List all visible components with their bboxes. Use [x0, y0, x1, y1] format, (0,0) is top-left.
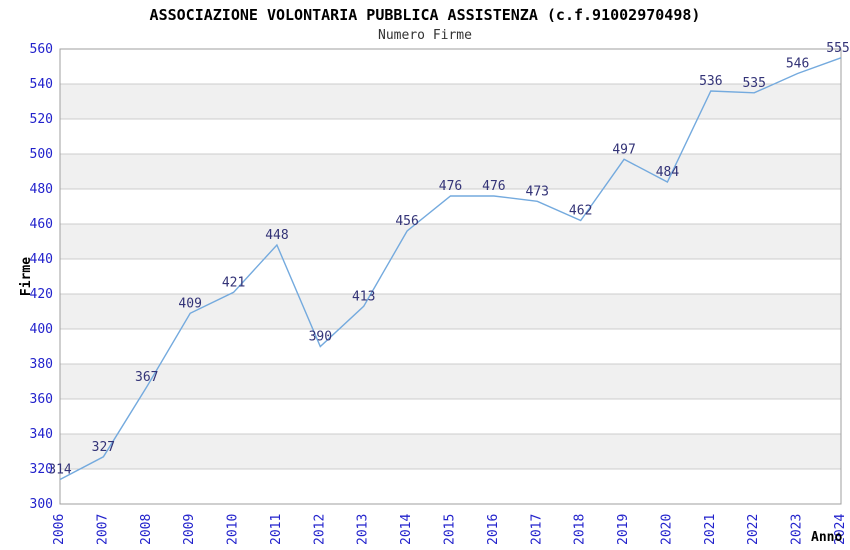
- data-point-label: 484: [656, 165, 680, 180]
- x-tick-label: 2011: [269, 514, 284, 545]
- x-tick-label: 2009: [182, 514, 197, 545]
- x-tick-label: 2007: [95, 514, 110, 545]
- plot-band: [60, 434, 841, 469]
- data-point-label: 535: [742, 76, 765, 91]
- x-tick-label: 2016: [486, 514, 501, 545]
- data-point-label: 409: [178, 296, 201, 311]
- plot-border: [59, 48, 842, 505]
- chart-subtitle: Numero Firme: [378, 28, 472, 43]
- x-tick-label: 2024: [833, 514, 848, 545]
- data-point-label: 314: [48, 463, 72, 478]
- data-point-label: 448: [265, 228, 288, 243]
- y-tick-label: 420: [30, 287, 53, 302]
- data-point-label: 421: [222, 275, 245, 290]
- y-tick-label: 340: [30, 427, 53, 442]
- plot-band: [60, 224, 841, 259]
- data-point-label: 536: [699, 74, 722, 89]
- y-tick-label: 480: [30, 182, 53, 197]
- x-tick-label: 2015: [443, 514, 458, 545]
- y-tick-label: 440: [30, 252, 53, 267]
- data-point-label: 462: [569, 204, 592, 219]
- plot-band: [60, 154, 841, 189]
- chart-title: ASSOCIAZIONE VOLONTARIA PUBBLICA ASSISTE…: [149, 6, 701, 24]
- y-tick-label: 300: [30, 497, 53, 512]
- data-point-label: 456: [395, 214, 418, 229]
- x-tick-label: 2010: [226, 514, 241, 545]
- data-point-label: 476: [482, 179, 505, 194]
- trend-line: [59, 57, 842, 481]
- y-tick-label: 520: [30, 112, 53, 127]
- data-point-label: 390: [309, 330, 332, 345]
- x-tick-label: 2014: [399, 514, 414, 545]
- x-tick-label: 2018: [573, 514, 588, 545]
- y-tick-label: 460: [30, 217, 53, 232]
- data-point-label: 546: [786, 57, 809, 72]
- data-point-label: 555: [826, 41, 849, 56]
- x-tick-label: 2008: [139, 514, 154, 545]
- x-axis-title: Anno: [811, 530, 842, 545]
- x-tick-label: 2023: [790, 514, 805, 545]
- y-tick-label: 380: [30, 357, 53, 372]
- x-tick-label: 2022: [746, 514, 761, 545]
- data-point-label: 476: [439, 179, 462, 194]
- y-tick-label: 500: [30, 147, 53, 162]
- plot-band: [60, 294, 841, 329]
- x-tick-label: 2020: [659, 514, 674, 545]
- data-point-label: 497: [612, 142, 635, 157]
- plot-band: [60, 84, 841, 119]
- y-tick-label: 400: [30, 322, 53, 337]
- y-tick-label: 560: [30, 42, 53, 57]
- x-tick-label: 2006: [52, 514, 67, 545]
- data-point-label: 413: [352, 289, 375, 304]
- x-tick-label: 2012: [312, 514, 327, 545]
- plot-band: [60, 364, 841, 399]
- y-tick-label: 360: [30, 392, 53, 407]
- data-point-label: 327: [92, 440, 115, 455]
- data-point-label: 473: [526, 184, 549, 199]
- x-tick-label: 2013: [356, 514, 371, 545]
- x-tick-label: 2021: [703, 514, 718, 545]
- data-point-label: 367: [135, 370, 158, 385]
- y-tick-label: 320: [30, 462, 53, 477]
- x-tick-label: 2017: [529, 514, 544, 545]
- y-axis-title: Firme: [19, 257, 34, 296]
- x-tick-label: 2019: [616, 514, 631, 545]
- y-tick-label: 540: [30, 77, 53, 92]
